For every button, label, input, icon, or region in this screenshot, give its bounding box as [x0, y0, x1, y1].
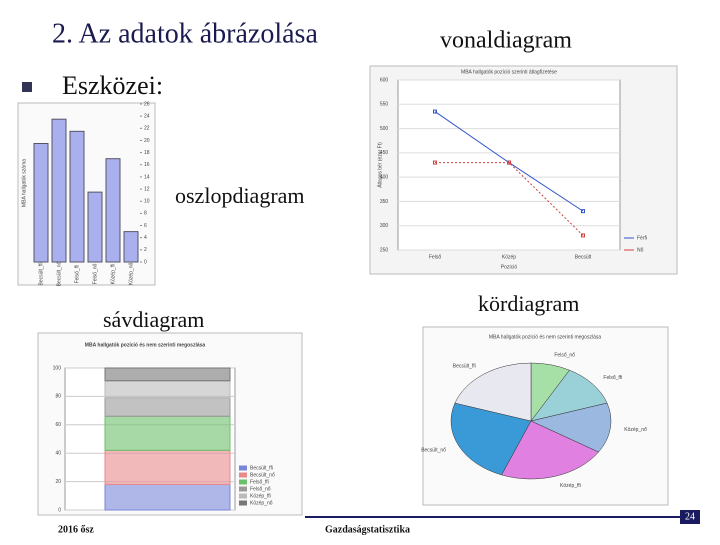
- pie-slice: [530, 402, 612, 453]
- legend-label: Férfi: [637, 235, 647, 241]
- bar: [105, 158, 121, 263]
- y-tick-label: 22: [144, 126, 150, 132]
- slide-title: 2. Az adatok ábrázolása: [52, 18, 318, 49]
- bar: [51, 118, 67, 263]
- slice-label: Közép_ffi: [560, 483, 581, 489]
- chart-title: MBA hallgatók pozíció és nem szerinti me…: [85, 342, 206, 348]
- x-tick-label: Becsült_ffi: [38, 263, 44, 286]
- legend-label: Közép_nő: [250, 500, 273, 506]
- point: [581, 233, 585, 238]
- plot-area: [397, 79, 621, 251]
- legend-label: Nő: [637, 247, 644, 253]
- x-tick-label: Közép_ffi: [110, 264, 116, 285]
- bullet-marker: [22, 82, 32, 92]
- y-tick-label: 6: [144, 223, 147, 229]
- page-box: [680, 510, 700, 524]
- x-tick-label: Felső: [429, 254, 441, 260]
- legend-swatch: [239, 472, 247, 478]
- y-tick-label: 0: [144, 259, 147, 265]
- legend-swatch: [239, 493, 247, 499]
- label-bar: oszlopdiagram: [175, 183, 305, 208]
- point: [581, 209, 585, 214]
- legend-swatch: [239, 500, 247, 506]
- y-tick-label: 400: [380, 174, 389, 180]
- y-tick-label: 300: [380, 223, 389, 229]
- page-number: 24: [685, 511, 695, 522]
- y-tick-label: 450: [380, 150, 389, 156]
- bar-segment: [104, 449, 231, 485]
- y-tick-label: 18: [144, 150, 150, 156]
- series-line: [435, 162, 584, 236]
- point: [433, 109, 437, 114]
- bar-segment: [104, 483, 231, 511]
- y-tick-label: 80: [55, 394, 61, 400]
- footer-center: Gazdaságstatisztika: [325, 524, 410, 535]
- legend-label: Becsült_nő: [250, 472, 275, 478]
- slice-label: Becsült_nő: [421, 447, 446, 453]
- bar: [123, 231, 139, 263]
- legend-swatch: [239, 465, 247, 471]
- pie-slice: [450, 402, 532, 476]
- footer-left: 2016 ősz: [58, 524, 94, 535]
- pie-slice: [530, 369, 608, 422]
- y-tick-label: 550: [380, 102, 389, 108]
- y-tick-label: 100: [53, 365, 62, 371]
- y-tick-label: 20: [144, 138, 150, 144]
- slice-label: Közép_nő: [624, 427, 647, 433]
- slice-label: Felső_ffi: [603, 375, 622, 381]
- legend-label: Felső_nő: [250, 486, 271, 492]
- legend-swatch: [239, 486, 247, 492]
- y-axis-label: Átlagos bér (ezer Ft): [376, 142, 383, 188]
- x-axis-label: Pozíció: [501, 264, 518, 270]
- y-tick-label: 26: [144, 101, 150, 107]
- point: [433, 160, 437, 165]
- bar-segment: [104, 415, 231, 451]
- y-tick-label: 20: [55, 479, 61, 485]
- label-stacked: sávdiagram: [103, 307, 204, 332]
- bar: [87, 191, 103, 263]
- y-tick-label: 4: [144, 235, 147, 241]
- y-tick-label: 600: [380, 77, 389, 83]
- label-line: vonaldiagram: [440, 28, 572, 54]
- y-tick-label: 500: [380, 126, 389, 132]
- x-tick-label: Felső_ffi: [74, 265, 80, 284]
- x-tick-label: Közép: [502, 254, 516, 260]
- y-tick-label: 40: [55, 451, 61, 457]
- chart-title: MBA hallgatók pozíció szerinti átlagfize…: [461, 69, 557, 75]
- y-tick-label: 12: [144, 186, 150, 192]
- legend-swatch: [239, 479, 247, 485]
- bar: [69, 130, 85, 263]
- y-tick-label: 16: [144, 162, 150, 168]
- bar-segment: [104, 397, 231, 417]
- y-tick-label: 250: [380, 247, 389, 253]
- x-tick-label: Közép_nő: [128, 263, 134, 286]
- bullet-text: Eszközei:: [62, 71, 163, 100]
- y-tick-label: 24: [144, 113, 150, 119]
- x-tick-label: Felső_nő: [92, 264, 98, 285]
- label-pie: kördiagram: [478, 291, 579, 316]
- y-tick-label: 350: [380, 199, 389, 205]
- y-tick-label: 2: [144, 247, 147, 253]
- bar-segment: [104, 367, 231, 382]
- slice-label: Felső_nő: [554, 352, 575, 358]
- x-tick-label: Becsült_nő: [56, 261, 62, 286]
- pie-slice: [454, 362, 532, 422]
- chart-title: MBA hallgatók pozíció és nem szerinti me…: [489, 334, 601, 340]
- bar-segment: [104, 380, 231, 399]
- y-tick-label: 60: [55, 422, 61, 428]
- pie-slice: [501, 420, 599, 480]
- y-axis-label: MBA hallgatók száma: [21, 159, 27, 207]
- slice-label: Becsült_ffi: [453, 363, 476, 369]
- y-tick-label: 0: [58, 507, 61, 513]
- x-tick-label: Becsült: [575, 254, 592, 260]
- bar: [33, 143, 49, 263]
- legend-label: Felső_ffi: [250, 479, 269, 485]
- legend-label: Közép_ffi: [250, 493, 271, 499]
- y-tick-label: 8: [144, 211, 147, 217]
- y-tick-label: 10: [144, 199, 150, 205]
- y-tick-label: 14: [144, 174, 150, 180]
- point: [507, 160, 511, 165]
- legend-label: Becsült_ffi: [250, 465, 273, 471]
